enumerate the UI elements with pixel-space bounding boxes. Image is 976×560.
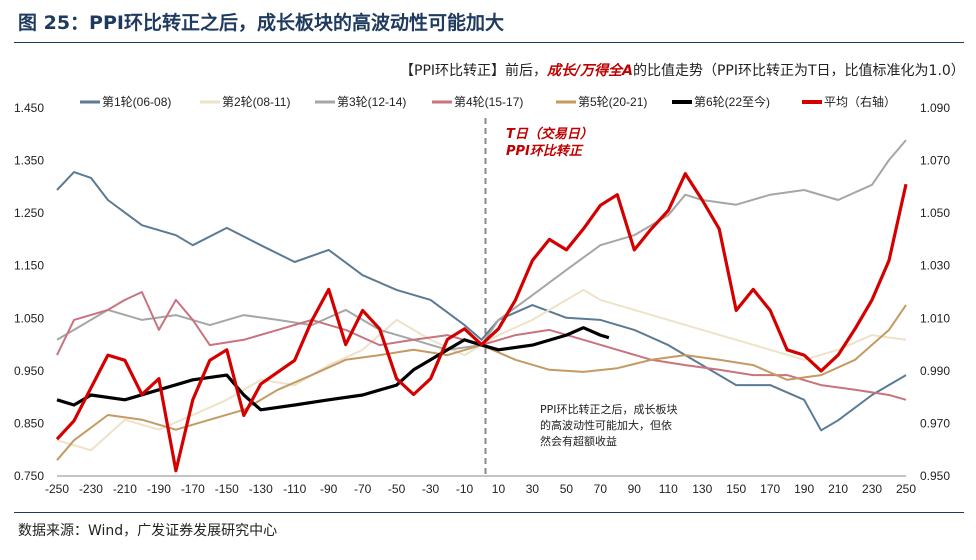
x-tick-label: -70 [354, 482, 372, 496]
y-tick-label: 0.850 [14, 416, 44, 430]
x-tick-label: -170 [181, 482, 205, 496]
y2-tick-label: 0.950 [920, 469, 950, 483]
source-note: 数据来源：Wind，广发证券发展研究中心 [18, 523, 278, 539]
series-line-7 [55, 172, 908, 473]
x-tick-label: -50 [388, 482, 406, 496]
subtitle-part-1: 【PPI环比转正】前后， [400, 62, 547, 79]
series-line-1 [56, 171, 907, 432]
legend-label: 第3轮(12-14) [337, 95, 406, 109]
y2-tick-label: 0.990 [920, 364, 950, 378]
x-tick-label: -250 [45, 482, 69, 496]
series-line-6 [56, 326, 610, 412]
x-tick-label: 210 [828, 482, 848, 496]
y2-tick-label: 1.090 [920, 101, 950, 115]
footer-divider [14, 512, 964, 513]
x-tick-label: 110 [659, 482, 678, 496]
chart-subtitle: 【PPI环比转正】前后，成长/万得全A的比值走势（PPI环比转正为T日，比值标准… [400, 62, 965, 79]
x-tick-label: 130 [692, 482, 712, 496]
x-tick-label: 230 [862, 482, 882, 496]
x-tick-label: 70 [594, 482, 608, 496]
y2-tick-label: 1.010 [920, 311, 950, 325]
x-tick-label: 190 [794, 482, 814, 496]
y2-tick-label: 1.030 [920, 259, 950, 273]
x-tick-label: -190 [147, 482, 171, 496]
annotation-t-day: PPI环比转正 [506, 143, 584, 159]
x-tick-label: -150 [215, 482, 239, 496]
series-line-4 [56, 291, 907, 401]
y2-tick-label: 0.970 [920, 416, 950, 430]
y-tick-label: 1.150 [14, 259, 44, 273]
x-tick-label: 30 [526, 482, 540, 496]
x-tick-label: -210 [113, 482, 137, 496]
x-tick-label: -110 [283, 482, 306, 496]
legend-label: 第4轮(15-17) [454, 95, 523, 109]
legend-label: 平均（右轴） [824, 94, 896, 109]
y2-tick-label: 1.050 [920, 206, 950, 220]
x-tick-label: -30 [422, 482, 440, 496]
x-tick-label: -130 [249, 482, 273, 496]
axes: -250 -230 -210 -190 -170 -150 -130 -110 -90 -70 -5… [14, 101, 950, 496]
series-line-2 [56, 288, 907, 452]
x-tick-label: -90 [320, 482, 338, 496]
x-tick-label: 170 [760, 482, 780, 496]
subtitle-part-2: 成长/万得全A [546, 62, 633, 79]
y-tick-label: 0.950 [14, 364, 44, 378]
legend-label: 第1轮(06-08) [102, 95, 171, 109]
x-tick-label: 90 [628, 482, 642, 496]
annotation-note: 然会有超额收益 [540, 434, 617, 448]
y-tick-label: 1.050 [14, 311, 44, 325]
x-tick-label: 50 [560, 482, 574, 496]
y2-tick-label: 1.070 [920, 154, 950, 168]
x-tick-label: 10 [492, 482, 506, 496]
x-tick-label: 250 [896, 482, 916, 496]
figure-title: 图 25：PPI环比转正之后，成长板块的高波动性可能加大 [18, 12, 504, 34]
legend-label: 第2轮(08-11) [222, 95, 290, 109]
annotation-note: 的高波动性可能加大，但依 [540, 418, 672, 432]
x-tick-label: -230 [79, 482, 103, 496]
series-line-3 [56, 139, 907, 351]
annotation-t-day: T日（交易日） [506, 126, 593, 142]
annotations: T日（交易日）PPI环比转正 PPI环比转正之后，成长板块的高波动性可能加大，但依… [506, 126, 678, 448]
annotation-note: PPI环比转正之后，成长板块 [540, 402, 678, 416]
y-tick-label: 1.450 [14, 101, 44, 115]
line-chart: 【PPI环比转正】前后，成长/万得全A的比值走势（PPI环比转正为T日，比值标准… [14, 62, 965, 496]
legend: 第1轮(06-08) 第2轮(08-11) 第3轮(12-14) 第4轮(15-17)… [80, 94, 896, 109]
legend-label: 第6轮(22至今) [694, 94, 770, 109]
y-tick-label: 0.750 [14, 469, 44, 483]
x-tick-label: 150 [726, 482, 746, 496]
subtitle-part-3: 的比值走势（PPI环比转正为T日，比值标准化为1.0） [633, 63, 965, 79]
series-lines [55, 139, 908, 473]
title-divider [14, 42, 964, 43]
y-tick-label: 1.250 [14, 206, 44, 220]
legend-label: 第5轮(20-21) [578, 95, 647, 109]
y-tick-label: 1.350 [14, 154, 44, 168]
x-tick-label: -10 [456, 482, 474, 496]
